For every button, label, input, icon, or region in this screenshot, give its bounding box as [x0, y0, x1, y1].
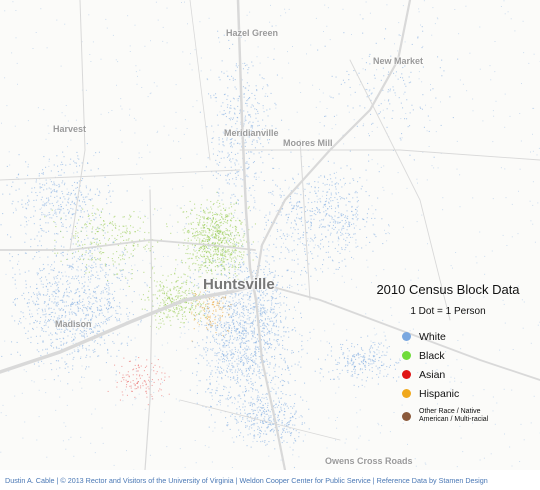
legend-label: Asian: [419, 368, 446, 381]
legend-label: Black: [419, 349, 445, 362]
place-label-madison: Madison: [55, 319, 92, 329]
local-road: [299, 139, 311, 301]
credit-line[interactable]: Dustin A. Cable | © 2013 Rector and Visi…: [5, 475, 488, 485]
place-label-harvest: Harvest: [53, 124, 87, 134]
legend-item-white: White: [372, 327, 532, 346]
legend-item-black: Black: [372, 346, 532, 365]
highway-road: [236, 0, 258, 302]
local-road: [0, 169, 241, 181]
legend-item-asian: Asian: [372, 365, 532, 384]
legend-label: White: [419, 330, 446, 343]
place-label-new-market: New Market: [373, 56, 424, 66]
local-road: [179, 399, 341, 441]
legend-label: Other Race / Native American / Multi-rac…: [419, 408, 489, 423]
roads: [0, 0, 540, 470]
local-road: [189, 0, 211, 161]
place-label-hazel-green: Hazel Green: [226, 28, 279, 38]
local-road: [239, 149, 540, 161]
local-road: [349, 59, 451, 321]
highway-road: [254, 298, 287, 470]
place-label-huntsville: Huntsville: [203, 276, 275, 293]
local-road: [69, 0, 86, 251]
legend-item-hispanic: Hispanic: [372, 384, 532, 403]
hispanic-dot-icon: [402, 389, 411, 398]
asian-dot-icon: [402, 370, 411, 379]
population-dots: [0, 0, 540, 470]
black-dot-icon: [402, 351, 411, 360]
basemap: [0, 0, 540, 470]
white-dot-icon: [402, 332, 411, 341]
legend: 2010 Census Block Data 1 Dot = 1 Person …: [372, 282, 532, 429]
place-label-moores-mill: Moores Mill: [283, 138, 333, 148]
legend-subtitle: 1 Dot = 1 Person: [410, 306, 486, 317]
local-road: [144, 189, 153, 470]
highway-road: [0, 239, 256, 251]
interstate-road: [0, 282, 264, 374]
dot-density-map[interactable]: Hazel Green New Market Harvest Meridianv…: [0, 0, 540, 470]
place-label-owens-cross-roads: Owens Cross Roads: [325, 456, 413, 466]
legend-title: 2010 Census Block Data: [376, 282, 520, 297]
legend-label: Hispanic: [419, 387, 460, 400]
highway-road: [261, 283, 540, 381]
other-dot-icon: [402, 411, 411, 421]
highway-road: [254, 0, 412, 284]
place-label-meridianville: Meridianville: [224, 128, 279, 138]
legend-item-other: Other Race / Native American / Multi-rac…: [372, 403, 532, 429]
